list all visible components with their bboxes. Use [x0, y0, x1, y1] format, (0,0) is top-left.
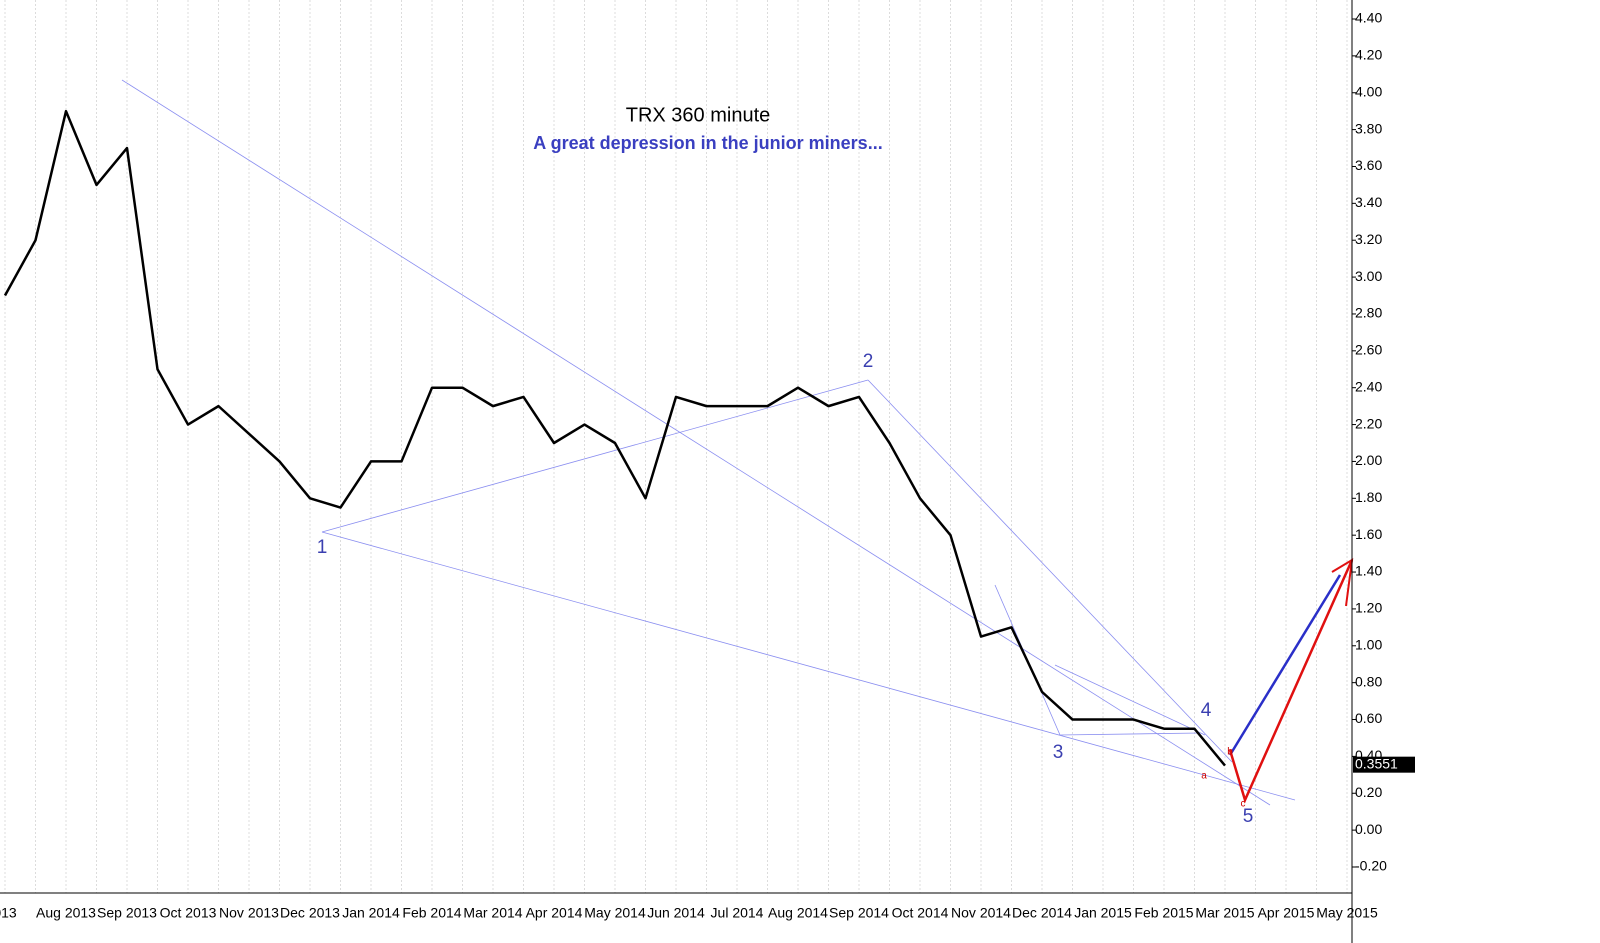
y-tick-label: 3.00 — [1355, 268, 1382, 284]
subwave-label: c — [1241, 799, 1246, 810]
x-tick-label: Jul 2014 — [711, 905, 764, 921]
y-tick-label: 0.80 — [1355, 673, 1382, 689]
y-tick-label: 2.40 — [1355, 378, 1382, 394]
x-tick-label: Oct 2013 — [160, 905, 217, 921]
y-tick-label: 4.40 — [1355, 10, 1382, 26]
x-tick-label: Oct 2014 — [892, 905, 949, 921]
trendline — [867, 379, 1233, 763]
trendline — [321, 531, 1296, 801]
grid — [4, 0, 1348, 893]
x-tick-label: May 2014 — [584, 905, 646, 921]
y-tick-label: 0.60 — [1355, 710, 1382, 726]
y-tick-label: 1.60 — [1355, 526, 1382, 542]
x-tick-label: Aug 2014 — [768, 905, 828, 921]
x-tick-label: Feb 2015 — [1134, 905, 1193, 921]
x-tick-label: Jan 2015 — [1074, 905, 1132, 921]
y-tick-label: 1.20 — [1355, 600, 1382, 616]
x-tick-label: Dec 2014 — [1012, 905, 1072, 921]
y-tick-label: 2.60 — [1355, 342, 1382, 358]
projection-up — [1228, 574, 1342, 756]
subwave-label: a — [1201, 771, 1207, 782]
x-tick-label: Mar 2014 — [463, 905, 522, 921]
x-tick-label: Aug 2013 — [36, 905, 96, 921]
plot — [3, 109, 1226, 767]
y-tick-label: 4.20 — [1355, 47, 1382, 63]
x-tick-label: Nov 2014 — [951, 905, 1011, 921]
wave-label: 2 — [863, 351, 874, 372]
y-tick-label: 3.80 — [1355, 120, 1382, 136]
x-tick-label: Apr 2015 — [1258, 905, 1315, 921]
y-tick-label: 2.20 — [1355, 415, 1382, 431]
last-price-box — [1353, 756, 1415, 773]
y-tick-label: 3.40 — [1355, 194, 1382, 210]
wave-label: 4 — [1201, 700, 1212, 721]
x-tick-label: 013 — [0, 905, 17, 921]
price-line — [3, 109, 1226, 767]
chart-subtitle: A great depression in the junior miners.… — [533, 133, 882, 153]
x-tick-label: Sep 2013 — [97, 905, 157, 921]
projection-abc — [1228, 559, 1354, 804]
chart-title: TRX 360 minute — [626, 104, 771, 126]
trendline — [321, 379, 869, 533]
trendlines — [121, 79, 1296, 806]
y-tick-label: 0.20 — [1355, 784, 1382, 800]
x-tick-label: May 2015 — [1316, 905, 1378, 921]
wave-label: 1 — [317, 537, 328, 558]
subwave-label: b — [1227, 747, 1233, 758]
y-tick-label: 2.80 — [1355, 305, 1382, 321]
wave-label: 3 — [1053, 742, 1064, 763]
wave-label: 5 — [1243, 806, 1254, 827]
y-tick-label: 4.00 — [1355, 83, 1382, 99]
x-tick-label: Nov 2013 — [219, 905, 279, 921]
trendline — [1054, 664, 1206, 736]
x-tick-label: Dec 2013 — [280, 905, 340, 921]
last-price-label: 0.3551 — [1355, 755, 1398, 771]
y-tick-label: 2.00 — [1355, 452, 1382, 468]
y-tick-label: 1.00 — [1355, 636, 1382, 652]
y-tick-label: -0.20 — [1355, 858, 1387, 874]
x-tick-label: Sep 2014 — [829, 905, 889, 921]
x-tick-label: Jun 2014 — [647, 905, 705, 921]
y-tick-label: 1.80 — [1355, 489, 1382, 505]
y-tick-label: 3.60 — [1355, 157, 1382, 173]
y-tick-label: 3.20 — [1355, 231, 1382, 247]
x-tick-label: Mar 2015 — [1195, 905, 1254, 921]
trendline — [1059, 732, 1201, 736]
x-tick-label: Jan 2014 — [342, 905, 400, 921]
x-tick-label: Apr 2014 — [526, 905, 583, 921]
x-tick-label: Feb 2014 — [402, 905, 461, 921]
trendline — [121, 79, 1271, 806]
y-tick-label: 0.00 — [1355, 821, 1382, 837]
y-tick-label: 1.40 — [1355, 563, 1382, 579]
